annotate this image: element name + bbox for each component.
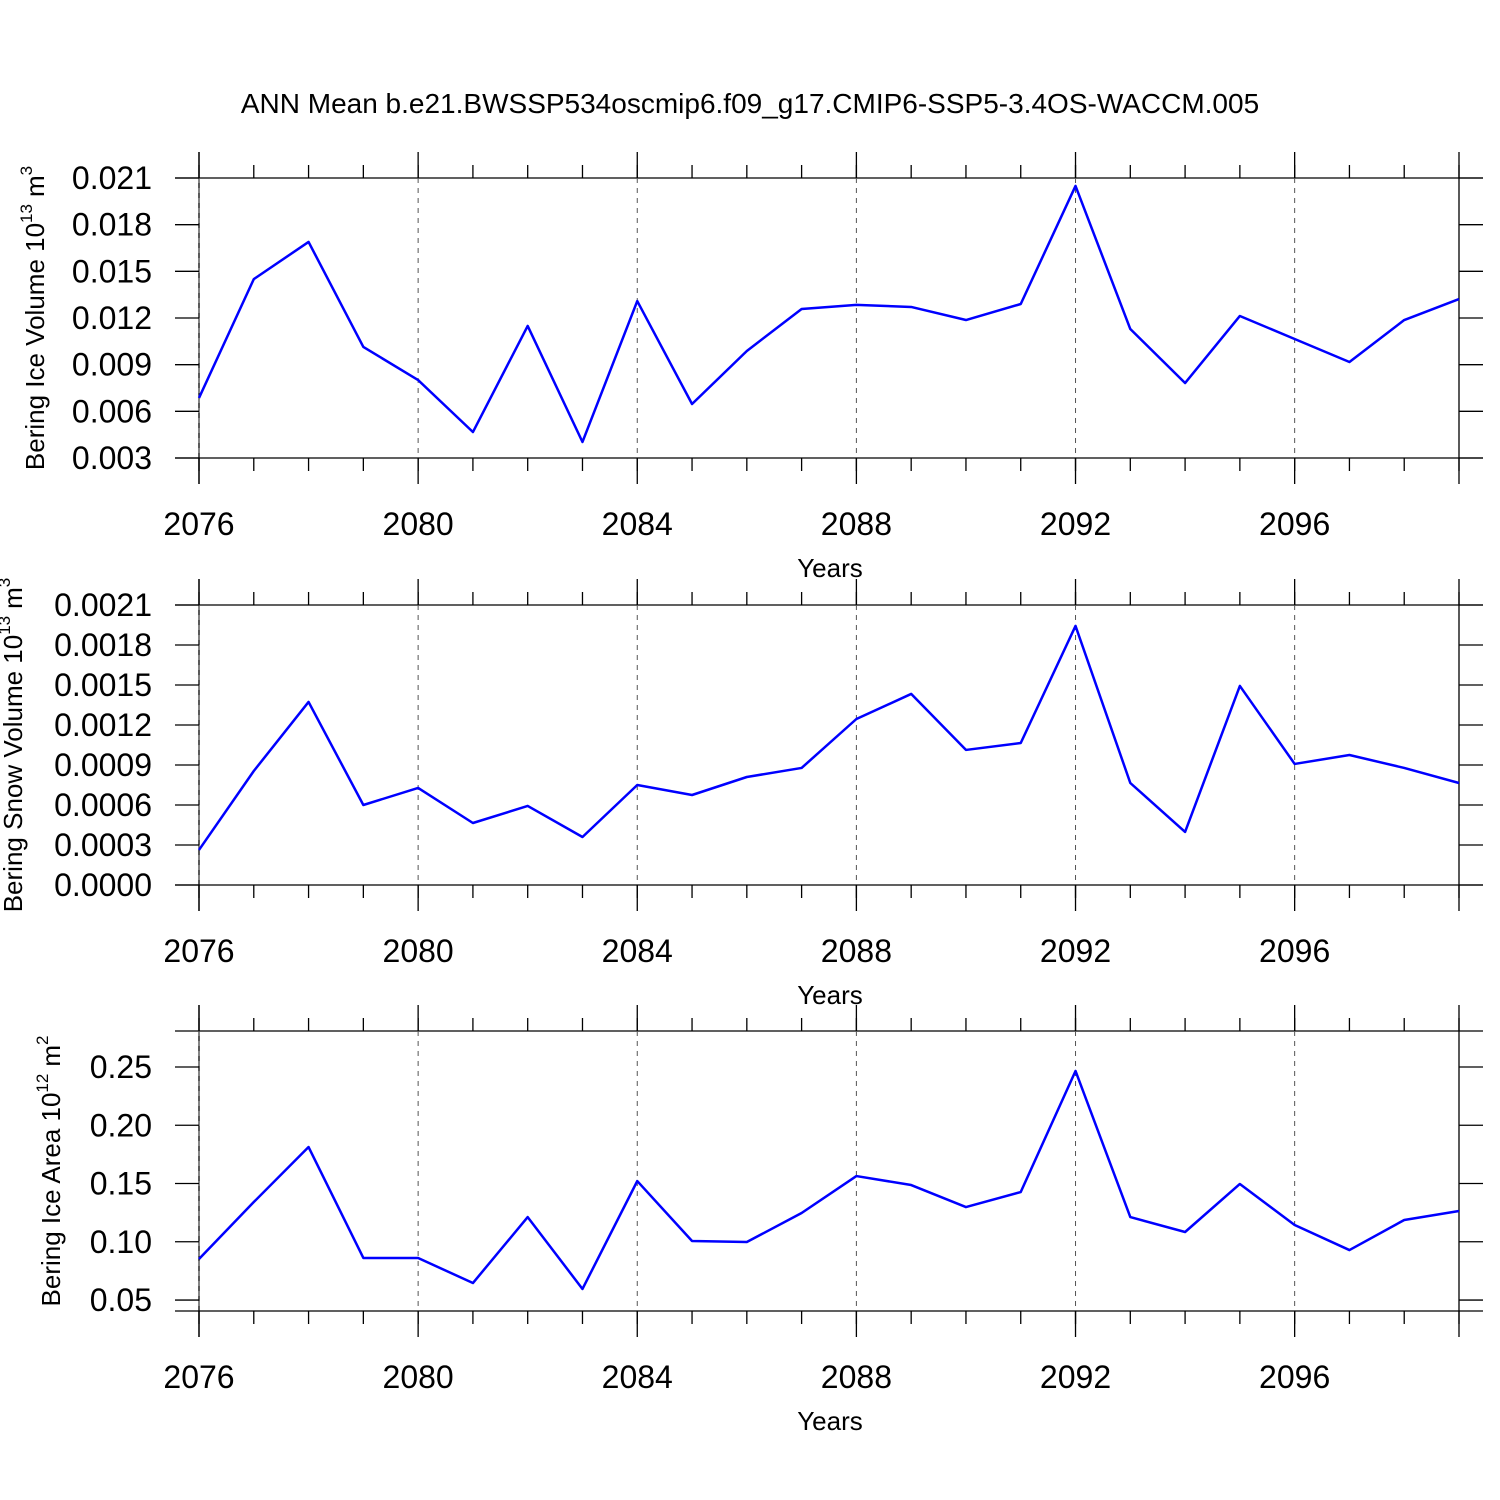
y-label-text: Bering Ice Area 10 <box>36 1093 66 1307</box>
y-label-exponent: 12 <box>33 1074 52 1093</box>
x-tick-label: 2096 <box>1259 1359 1330 1395</box>
y-tick-label: 0.0012 <box>54 707 152 743</box>
y-tick-label: 0.0009 <box>54 747 152 783</box>
y-label-exponent: 3 <box>0 578 14 587</box>
x-tick-label: 2080 <box>383 1359 454 1395</box>
y-tick-label: 0.012 <box>72 300 152 336</box>
x-tick-label: 2092 <box>1040 1359 1111 1395</box>
y-tick-label: 0.05 <box>90 1282 152 1318</box>
y-tick-label: 0.0000 <box>54 867 152 903</box>
y-tick-label: 0.006 <box>72 393 152 429</box>
y-tick-label: 0.021 <box>72 160 152 196</box>
x-tick-label: 2088 <box>821 506 892 542</box>
y-tick-label: 0.25 <box>90 1049 152 1085</box>
y-label-text: m <box>20 175 50 197</box>
x-tick-label: 2084 <box>602 1359 673 1395</box>
y-label-text: m <box>36 1045 66 1067</box>
y-tick-label: 0.0015 <box>54 667 152 703</box>
chart-title: ANN Mean b.e21.BWSSP534oscmip6.f09_g17.C… <box>241 88 1259 119</box>
y-label-text: Bering Ice Volume 10 <box>20 223 50 470</box>
y-axis-label: Bering Ice Area 1012 m2 <box>33 1036 66 1307</box>
x-tick-label: 2080 <box>383 506 454 542</box>
y-tick-label: 0.015 <box>72 253 152 289</box>
y-label-exponent: 2 <box>33 1036 52 1045</box>
y-axis-label: Bering Snow Volume 1013 m3 <box>0 578 28 913</box>
x-axis-label: Years <box>797 980 863 1010</box>
x-tick-label: 2080 <box>383 933 454 969</box>
x-tick-label: 2076 <box>163 933 234 969</box>
y-tick-label: 0.003 <box>72 440 152 476</box>
x-tick-label: 2076 <box>163 506 234 542</box>
y-tick-label: 0.20 <box>90 1107 152 1143</box>
x-tick-label: 2088 <box>821 1359 892 1395</box>
x-tick-label: 2084 <box>602 506 673 542</box>
x-tick-label: 2092 <box>1040 506 1111 542</box>
y-label-exponent: 3 <box>17 166 36 175</box>
y-tick-label: 0.0018 <box>54 627 152 663</box>
y-label-text: Bering Snow Volume 10 <box>0 635 28 913</box>
y-tick-label: 0.0003 <box>54 827 152 863</box>
data-line <box>197 184 1460 444</box>
y-label-exponent: 13 <box>0 616 14 635</box>
y-tick-label: 0.10 <box>90 1224 152 1260</box>
y-tick-label: 0.15 <box>90 1166 152 1202</box>
y-label-exponent: 13 <box>17 204 36 223</box>
x-tick-label: 2096 <box>1259 506 1330 542</box>
data-line <box>198 1069 1460 1291</box>
x-tick-label: 2084 <box>602 933 673 969</box>
x-tick-label: 2092 <box>1040 933 1111 969</box>
x-axis-label: Years <box>797 553 863 583</box>
y-tick-label: 0.009 <box>72 347 152 383</box>
x-tick-label: 2088 <box>821 933 892 969</box>
y-tick-label: 0.0021 <box>54 587 152 623</box>
x-axis-label: Years <box>797 1406 863 1436</box>
x-tick-label: 2096 <box>1259 933 1330 969</box>
y-label-text: m <box>0 587 28 609</box>
x-tick-label: 2076 <box>163 1359 234 1395</box>
y-axis-label: Bering Ice Volume 1013 m3 <box>17 166 50 470</box>
y-tick-label: 0.0006 <box>54 787 152 823</box>
data-line <box>197 624 1460 851</box>
y-tick-label: 0.018 <box>72 207 152 243</box>
